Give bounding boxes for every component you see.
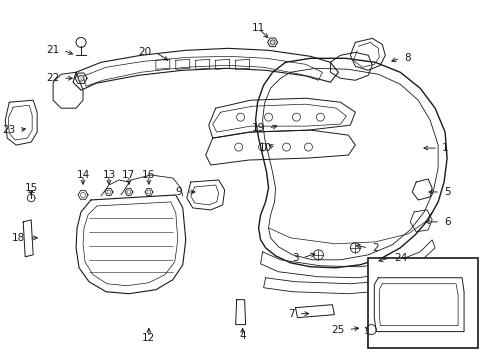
Text: 19: 19	[251, 123, 265, 133]
Text: 1: 1	[442, 143, 449, 153]
Circle shape	[78, 75, 84, 81]
Circle shape	[270, 40, 275, 45]
Text: 15: 15	[24, 183, 38, 193]
Bar	[368, 258, 478, 347]
Text: 13: 13	[102, 170, 116, 180]
Circle shape	[107, 190, 111, 194]
Circle shape	[80, 193, 86, 197]
Text: 5: 5	[444, 187, 451, 197]
Text: 17: 17	[122, 170, 136, 180]
Circle shape	[147, 190, 151, 194]
Text: 24: 24	[394, 253, 408, 263]
Text: 16: 16	[142, 170, 155, 180]
Text: 23: 23	[2, 125, 15, 135]
Text: 22: 22	[46, 73, 59, 83]
Text: 20: 20	[139, 47, 152, 57]
Text: 4: 4	[239, 330, 246, 341]
Text: 8: 8	[404, 53, 411, 63]
Text: 6: 6	[444, 217, 451, 227]
Text: 3: 3	[292, 253, 298, 263]
Circle shape	[127, 190, 131, 194]
Text: 21: 21	[46, 45, 59, 55]
Text: 11: 11	[252, 23, 265, 33]
Text: 10: 10	[258, 143, 271, 153]
Text: 12: 12	[142, 333, 155, 343]
Text: 9: 9	[175, 187, 182, 197]
Text: 25: 25	[331, 325, 344, 334]
Text: 7: 7	[288, 309, 294, 319]
Text: 14: 14	[76, 170, 90, 180]
Text: 2: 2	[372, 243, 379, 253]
Text: 18: 18	[12, 233, 25, 243]
